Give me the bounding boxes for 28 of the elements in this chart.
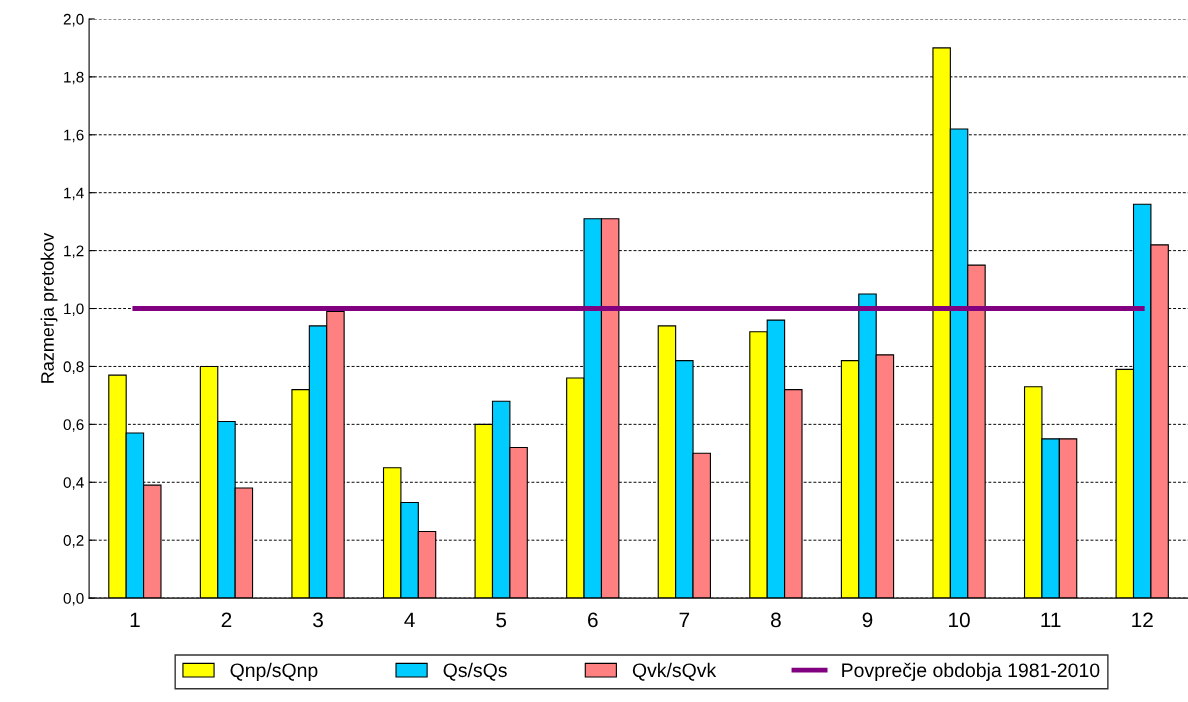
y-tick-label: 0,0 [63, 592, 84, 606]
y-tick-label: 0,6 [63, 419, 84, 432]
x-tick-label: 7 [679, 612, 690, 628]
x-tick-label: 9 [862, 612, 873, 628]
y-tick-label: 0,4 [63, 477, 84, 490]
x-tick-label: 4 [404, 612, 415, 628]
y-tick-label: 0,8 [63, 361, 84, 374]
legend-label: Qs/sQs [443, 662, 507, 681]
y-tick-label: 1,4 [64, 187, 84, 201]
legend-label: Povprečje obdobja 1981-2010 [842, 662, 1100, 681]
x-tick-label: 8 [771, 612, 781, 628]
x-tick-label: 5 [496, 612, 507, 628]
y-tick-label: 2,0 [63, 13, 84, 27]
y-axis-title: Razmerja pretokov [40, 232, 58, 383]
x-tick-label: 6 [588, 612, 598, 628]
y-tick-label: 1,0 [64, 303, 84, 317]
y-tick-label: 1,6 [64, 129, 84, 143]
x-tick-label: 12 [1132, 612, 1153, 628]
x-tick-label: 10 [949, 612, 970, 628]
x-tick-label: 11 [1041, 612, 1061, 628]
y-tick-label: 1,2 [64, 245, 84, 259]
y-tick-label: 0,2 [63, 535, 84, 548]
x-tick-label: 1 [130, 612, 140, 628]
x-tick-label: 3 [313, 612, 323, 628]
legend-label: Qvk/sQvk [632, 662, 717, 681]
y-tick-label: 1,8 [64, 71, 84, 85]
legend-label: Qnp/sQnp [230, 662, 318, 681]
x-tick-label: 2 [221, 612, 232, 628]
